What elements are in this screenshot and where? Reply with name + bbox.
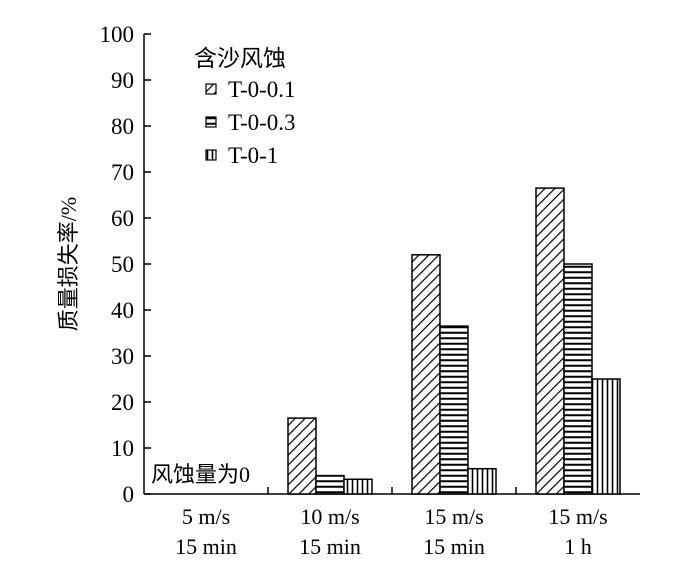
y-tick-label: 60 <box>111 206 134 231</box>
x-category-label: 15 m/s <box>424 504 483 529</box>
x-category-label: 1 h <box>564 534 592 559</box>
legend-swatch <box>205 83 217 95</box>
y-axis: 0 10 20 30 40 50 60 70 80 90 100 <box>100 22 151 507</box>
zero-erosion-annotation: 风蚀量为0 <box>151 462 250 487</box>
y-tick-label: 100 <box>100 22 135 47</box>
bar-T-0-1-cat1 <box>343 478 373 495</box>
bar-T-0-0.1-cat3 <box>535 187 565 495</box>
x-category-label: 15 min <box>175 534 237 559</box>
y-tick-label: 80 <box>111 114 134 139</box>
x-category-label: 15 m/s <box>548 504 607 529</box>
y-tick-label: 90 <box>111 68 134 93</box>
legend-item-label: T-0-0.1 <box>228 77 296 102</box>
x-category-label: 15 min <box>299 534 361 559</box>
legend-item-label: T-0-1 <box>228 143 278 168</box>
x-category-label: 15 min <box>423 534 485 559</box>
legend-swatch <box>205 116 217 128</box>
bar-T-0-0.3-cat2 <box>439 325 469 495</box>
bar-T-0-0.1-cat2 <box>411 254 441 495</box>
y-axis-title: 质量损失率/% <box>56 197 81 331</box>
bars <box>287 187 621 495</box>
legend: 含沙风蚀 T-0-0.1 T-0-0.3 T-0-1 <box>194 46 296 168</box>
legend-item-label: T-0-0.3 <box>228 110 296 135</box>
bar-T-0-0.3-cat3 <box>563 263 593 495</box>
bar-T-0-1-cat2 <box>467 467 497 495</box>
legend-swatch <box>205 149 217 161</box>
y-tick-label: 10 <box>111 436 134 461</box>
bar-T-0-1-cat3 <box>591 378 621 495</box>
bar-T-0-0.1-cat1 <box>287 417 317 495</box>
y-tick-label: 70 <box>111 160 134 185</box>
x-category-label: 5 m/s <box>182 504 230 529</box>
bar-T-0-0.3-cat1 <box>315 474 345 495</box>
y-tick-label: 0 <box>123 482 135 507</box>
x-category-label: 10 m/s <box>300 504 359 529</box>
y-tick-label: 50 <box>111 252 134 277</box>
y-tick-label: 40 <box>111 298 134 323</box>
y-tick-label: 30 <box>111 344 134 369</box>
category-labels: 5 m/s 15 min 10 m/s 15 min 15 m/s 15 min 15 m/… <box>175 504 608 559</box>
y-tick-label: 20 <box>111 390 134 415</box>
legend-title: 含沙风蚀 <box>194 46 286 71</box>
